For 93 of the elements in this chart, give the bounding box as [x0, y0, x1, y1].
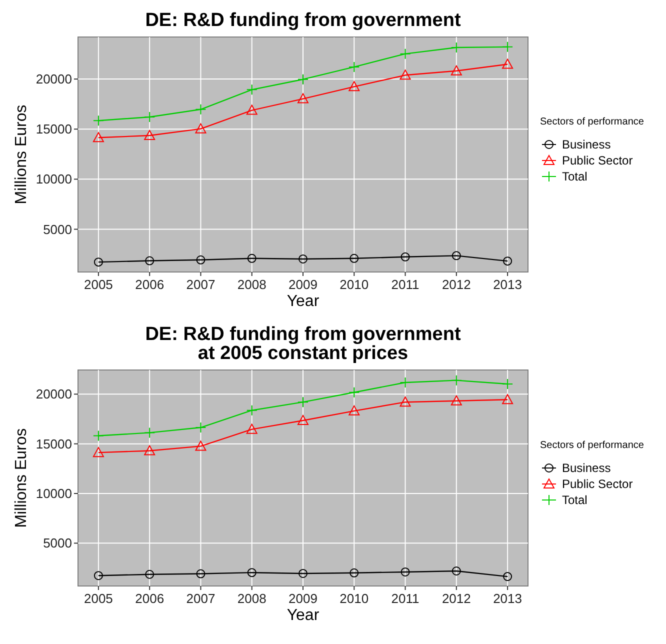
x-tick-label: 2010	[340, 277, 369, 292]
point	[246, 84, 258, 96]
point	[503, 256, 512, 266]
x-tick-label: 2013	[493, 591, 522, 606]
chart-title: DE: R&D funding from government at 2005 constant prices	[145, 324, 462, 364]
x-tick-label: 2008	[237, 591, 266, 606]
point	[452, 251, 461, 260]
legend-label: Total	[562, 493, 588, 508]
point	[298, 254, 308, 264]
point	[246, 424, 258, 434]
point	[400, 252, 410, 262]
legend-label: Business	[562, 461, 611, 476]
point	[195, 123, 206, 134]
x-tick-label: 2007	[186, 591, 216, 606]
point	[400, 70, 411, 80]
point	[94, 571, 103, 580]
point	[400, 567, 410, 576]
point	[144, 130, 156, 140]
point	[144, 445, 156, 456]
y-tick-label: 20000	[36, 72, 72, 87]
x-tick-label: 2006	[135, 591, 164, 606]
point	[246, 404, 258, 416]
x-tick-label: 2006	[135, 277, 164, 292]
point	[348, 405, 360, 416]
x-tick-label: 2011	[391, 277, 420, 292]
point	[452, 566, 461, 576]
point	[450, 65, 462, 76]
point	[400, 48, 411, 60]
y-tick-label: 20000	[36, 386, 72, 402]
point	[298, 74, 308, 85]
x-tick-label: 2007	[186, 277, 216, 292]
y-tick-label: 15000	[36, 122, 72, 137]
point	[246, 104, 258, 115]
point	[196, 569, 206, 578]
point	[92, 115, 104, 126]
point	[502, 378, 514, 390]
legend-label: Public Sector	[562, 477, 633, 492]
legend-label: Total	[562, 170, 588, 184]
point	[298, 93, 308, 104]
x-tick-label: 2010	[340, 591, 369, 606]
y-tick-label: 10000	[36, 486, 72, 502]
point	[195, 104, 206, 115]
point	[298, 396, 308, 408]
x-tick-label: 2013	[493, 277, 522, 292]
point	[247, 568, 256, 578]
point	[348, 386, 360, 398]
x-tick-label: 2008	[237, 277, 266, 292]
x-tick-label: 2012	[442, 591, 471, 606]
point	[145, 256, 154, 266]
y-tick-label: 15000	[36, 436, 72, 452]
point	[503, 572, 512, 582]
chart-title: DE: R&D funding from government	[145, 10, 462, 31]
point	[348, 61, 360, 72]
x-tick-label: 2012	[442, 277, 471, 292]
point	[400, 396, 411, 407]
y-tick-label: 10000	[36, 172, 72, 187]
point	[195, 440, 206, 451]
x-axis-title: Year	[286, 607, 320, 624]
point	[348, 81, 360, 92]
point	[196, 255, 206, 264]
point	[144, 112, 156, 122]
legend-title: Sectors of performance	[540, 440, 644, 451]
point	[247, 254, 256, 263]
y-tick-label: 5000	[43, 536, 72, 551]
x-tick-label: 2005	[84, 591, 113, 606]
legend-label: Public Sector	[562, 154, 633, 168]
x-tick-label: 2005	[84, 277, 113, 292]
point	[145, 570, 154, 579]
point	[502, 58, 514, 69]
legend-label: Business	[562, 138, 611, 152]
point	[195, 422, 206, 434]
point	[450, 374, 462, 386]
point	[92, 132, 104, 142]
point	[450, 395, 462, 406]
point	[502, 394, 514, 404]
x-tick-label: 2011	[391, 591, 420, 606]
x-axis-title: Year	[286, 293, 320, 310]
point	[350, 568, 359, 578]
point	[400, 377, 411, 388]
x-tick-label: 2009	[288, 277, 318, 292]
point	[298, 414, 308, 425]
y-axis-title: Millions Euros	[13, 428, 30, 528]
legend-title: Sectors of performance	[540, 116, 644, 128]
y-tick-label: 5000	[43, 222, 72, 237]
point	[144, 427, 156, 438]
point	[92, 447, 104, 458]
y-axis-title: Millions Euros	[13, 104, 30, 204]
point	[350, 254, 359, 263]
point	[298, 568, 308, 578]
x-tick-label: 2009	[288, 591, 318, 606]
point	[94, 258, 103, 267]
point	[92, 430, 104, 442]
point	[502, 41, 514, 52]
